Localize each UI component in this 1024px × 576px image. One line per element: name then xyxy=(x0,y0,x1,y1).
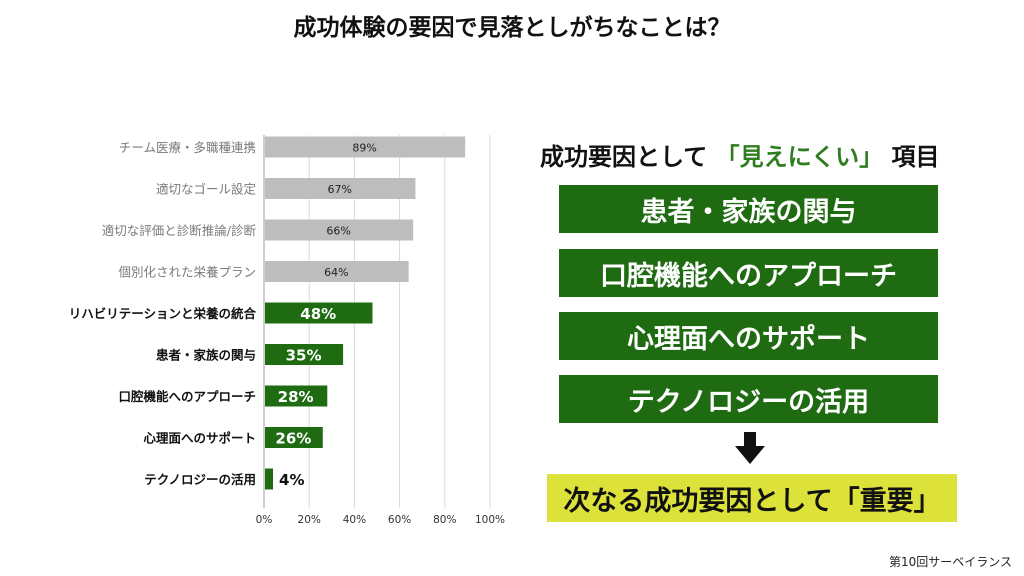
category-label: チーム医療・多職種連携 xyxy=(119,140,256,155)
data-label: 66% xyxy=(326,225,350,238)
panel-heading: 成功要因として 「見えにくい」 項目 xyxy=(540,137,970,172)
x-tick-label: 100% xyxy=(475,514,505,526)
bar xyxy=(265,219,414,241)
panel-item-box: 口腔機能へのアプローチ xyxy=(559,249,938,297)
category-label: リハビリテーションと栄養の統合 xyxy=(69,306,257,321)
x-tick-label: 0% xyxy=(256,514,273,526)
panel-heading-prefix: 成功要因として xyxy=(540,143,708,171)
category-label: 適切な評価と診断推論/診断 xyxy=(102,223,256,238)
bar xyxy=(265,136,466,158)
data-label: 89% xyxy=(352,142,376,155)
conclusion-box: 次なる成功要因として「重要」 xyxy=(547,474,957,522)
category-label: 個別化された栄養プラン xyxy=(118,265,256,280)
x-tick-label: 20% xyxy=(298,514,321,526)
panel-heading-suffix: 項目 xyxy=(891,143,940,171)
bar xyxy=(265,468,274,490)
bar xyxy=(265,178,416,199)
data-label: 26% xyxy=(275,430,311,448)
panel-item-box: 患者・家族の関与 xyxy=(559,185,938,233)
bar xyxy=(265,385,328,407)
bar xyxy=(265,344,344,365)
data-label: 48% xyxy=(300,305,336,323)
category-label: テクノロジーの活用 xyxy=(144,472,256,487)
data-label: 28% xyxy=(278,388,314,406)
category-label: 心理面へのサポート xyxy=(143,431,256,446)
panel-item-box: テクノロジーの活用 xyxy=(559,375,938,423)
category-label: 適切なゴール設定 xyxy=(156,182,256,197)
category-label: 患者・家族の関与 xyxy=(156,348,256,363)
down-arrow-icon xyxy=(735,432,765,464)
bar xyxy=(265,427,323,448)
bar xyxy=(265,302,373,324)
footer-text: 第10回サーベイランス xyxy=(888,555,1012,569)
panel-heading-accent: 「見えにくい」 xyxy=(715,143,884,171)
data-label: 35% xyxy=(286,347,322,365)
bar xyxy=(265,261,409,282)
x-tick-label: 40% xyxy=(343,514,366,526)
x-tick-label: 60% xyxy=(388,514,411,526)
data-label: 64% xyxy=(324,266,348,279)
page-title: 成功体験の要因で見落としがちなことは？ xyxy=(293,15,731,41)
data-label: 67% xyxy=(327,183,351,196)
data-label: 4% xyxy=(279,471,304,489)
x-tick-label: 80% xyxy=(433,514,456,526)
panel-item-box: 心理面へのサポート xyxy=(559,312,938,360)
category-label: 口腔機能へのアプローチ xyxy=(118,389,256,404)
